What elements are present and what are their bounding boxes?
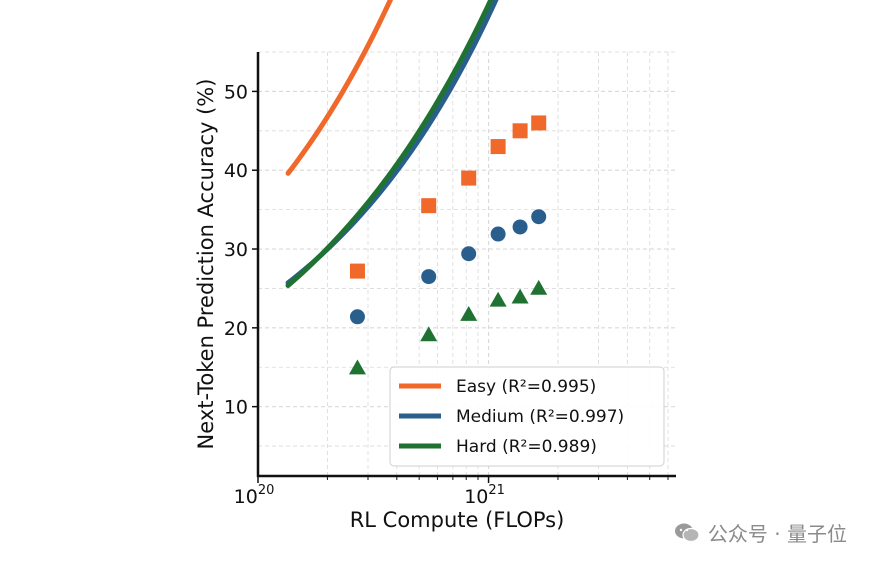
data-point <box>461 170 477 186</box>
data-point <box>511 288 529 304</box>
wechat-icon <box>674 522 700 544</box>
data-point <box>489 291 507 307</box>
data-point <box>512 123 528 139</box>
data-point <box>530 279 548 295</box>
x-axis-label: RL Compute (FLOPs) <box>350 508 565 532</box>
data-point <box>349 309 365 325</box>
data-point <box>490 226 506 242</box>
legend-box <box>389 366 665 467</box>
watermark: 公众号 · 量子位 <box>674 518 847 547</box>
y-tick-label: 40 <box>224 160 248 182</box>
y-tick-label: 20 <box>224 318 248 340</box>
legend-label: Medium (R²=0.997) <box>456 407 624 427</box>
y-tick-label: 50 <box>224 81 248 103</box>
data-markers <box>348 115 548 375</box>
legend: Easy (R²=0.995) Medium (R²=0.997) Hard (R²… <box>389 366 665 467</box>
data-point <box>420 326 438 342</box>
data-point <box>512 219 528 235</box>
data-point <box>421 269 437 285</box>
legend-label: Easy (R²=0.995) <box>456 377 596 397</box>
watermark-text: 公众号 · 量子位 <box>707 522 847 546</box>
fit-curve <box>285 0 394 176</box>
y-axis-label: Next-Token Prediction Accuracy (%) <box>194 79 218 450</box>
fit-curve <box>285 0 499 286</box>
data-point <box>460 305 478 321</box>
data-point <box>531 115 547 131</box>
data-point <box>348 359 366 375</box>
data-point <box>531 209 547 225</box>
x-tick-label: 1021 <box>464 483 505 508</box>
y-tick-label: 30 <box>224 239 248 261</box>
fit-curves <box>285 0 499 289</box>
y-tick-label: 10 <box>224 397 248 419</box>
data-point <box>421 198 437 214</box>
legend-label: Hard (R²=0.989) <box>456 437 597 457</box>
data-point <box>490 139 506 155</box>
fit-curve <box>285 0 494 289</box>
data-point <box>349 263 365 279</box>
x-tick-label: 1020 <box>234 483 275 508</box>
data-point <box>461 246 477 262</box>
